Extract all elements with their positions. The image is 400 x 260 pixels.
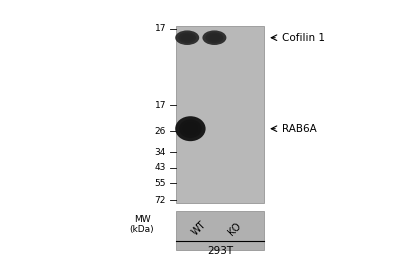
Bar — [176, 211, 264, 250]
Ellipse shape — [208, 34, 220, 41]
Text: 43: 43 — [155, 163, 166, 172]
Ellipse shape — [202, 30, 226, 45]
Text: 17: 17 — [154, 101, 166, 110]
Text: WT: WT — [190, 219, 208, 237]
Text: RAB6A: RAB6A — [282, 124, 317, 134]
Text: 72: 72 — [155, 196, 166, 205]
Text: 55: 55 — [154, 179, 166, 188]
Text: MW
(kDa): MW (kDa) — [130, 214, 154, 234]
Bar — [176, 26, 264, 203]
Text: Cofilin 1: Cofilin 1 — [282, 33, 325, 43]
Ellipse shape — [175, 30, 199, 45]
Text: 26: 26 — [155, 127, 166, 136]
Ellipse shape — [181, 34, 193, 41]
Text: KO: KO — [226, 220, 243, 237]
Ellipse shape — [183, 122, 198, 135]
Ellipse shape — [178, 32, 196, 43]
Text: 293T: 293T — [207, 246, 233, 256]
Ellipse shape — [206, 32, 223, 43]
Text: 17: 17 — [154, 24, 166, 33]
Ellipse shape — [175, 116, 206, 141]
Text: 34: 34 — [155, 148, 166, 157]
Ellipse shape — [179, 119, 202, 138]
